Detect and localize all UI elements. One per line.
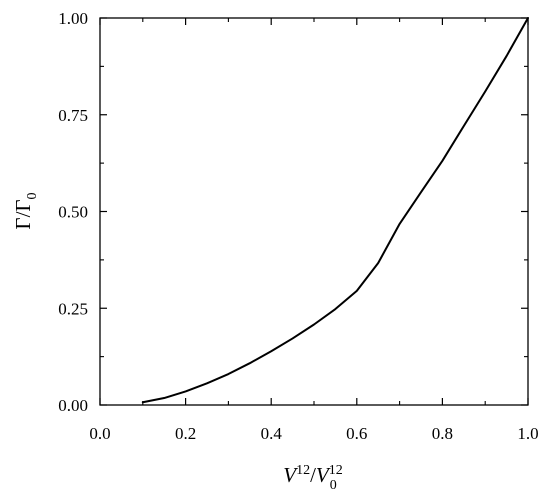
x-tick-label: 0.4 [261, 424, 283, 443]
series-line-1 [141, 17, 529, 404]
axes-layer: 0.0 0.2 0.4 0.6 0.8 1.0 0.00 0.25 0.50 0.75 1.00 [58, 9, 538, 443]
y-tick-label: 0.50 [58, 203, 88, 222]
y-axis-title: Γ/Γ0 [11, 192, 40, 229]
x-tick-label: 1.0 [517, 424, 538, 443]
x-tick-label: 0.2 [175, 424, 196, 443]
y-tick-label: 0.75 [58, 106, 88, 125]
x-tick-label: 0.0 [89, 424, 110, 443]
y-tick-label: 1.00 [58, 9, 88, 28]
x-axis-title: V12/V12 0 [283, 463, 343, 493]
y-tick-label: 0.25 [58, 299, 88, 318]
x-tick-label: 0.6 [346, 424, 367, 443]
series-layer [141, 17, 529, 404]
x-tick-label: 0.8 [432, 424, 453, 443]
y-tick-label: 0.00 [58, 396, 88, 415]
plot-frame [99, 17, 529, 406]
